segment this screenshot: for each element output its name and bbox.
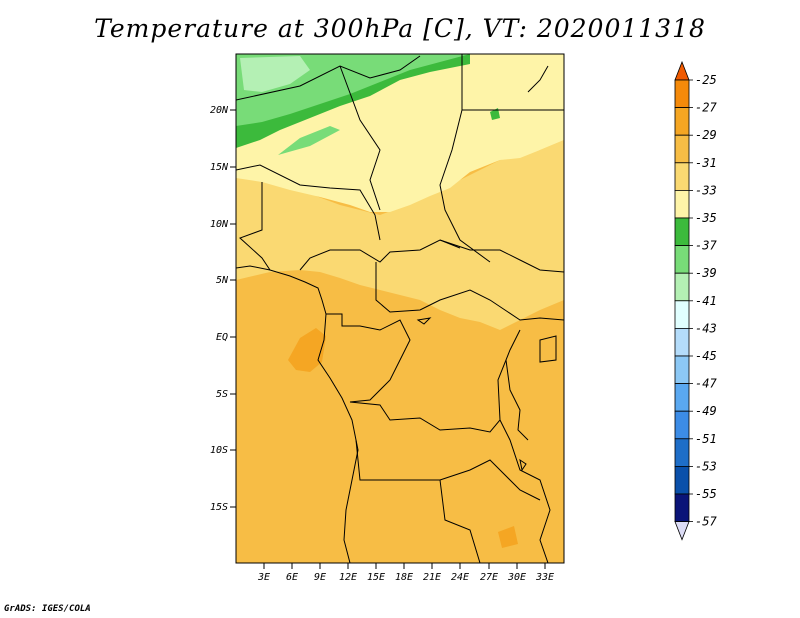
lon-tick-label: 33E: [535, 572, 554, 583]
legend-label: -25: [695, 73, 717, 87]
legend-label: -55: [695, 487, 717, 501]
border-sahel-2: [239, 182, 271, 271]
lake-tanganyika: [505, 359, 529, 441]
border-drc: [349, 329, 521, 433]
legend-swatch: [674, 162, 690, 191]
legend-label: -35: [695, 211, 717, 225]
border-north-2: [339, 65, 381, 211]
lat-tick-label: 10S: [210, 445, 228, 456]
legend-swatch: [674, 79, 690, 109]
legend-label: -51: [695, 432, 717, 446]
legend-swatch: [674, 465, 690, 495]
lon-tick-label: 24E: [451, 572, 469, 583]
map-area: [236, 54, 564, 563]
border-congo: [326, 313, 411, 403]
credit-text: GrADS: IGES/COLA: [4, 604, 91, 614]
border-car: [439, 239, 564, 273]
legend-label: -39: [695, 266, 717, 280]
lon-tick-label: 6E: [286, 572, 298, 583]
country-borders: [236, 54, 564, 563]
border-southeast: [499, 419, 551, 563]
legend-label: -47: [695, 377, 717, 391]
lake-kivu: [416, 317, 432, 325]
legend-arrow-top: [674, 60, 690, 81]
legend-label: -45: [695, 349, 717, 363]
border-cameroon: [375, 262, 564, 321]
legend-label: -33: [695, 183, 717, 197]
legend-swatch: [674, 217, 690, 247]
legend-swatch: [674, 493, 690, 523]
legend-swatch: [674, 383, 690, 412]
temperature-streak-green: [278, 126, 340, 155]
latitude-axis: 20N 15N 10N 5N EQ 5S 10S 15S: [210, 105, 236, 513]
legend-swatch: [674, 189, 690, 219]
lat-tick-label: 5N: [216, 275, 229, 286]
lon-tick-label: 30E: [507, 572, 526, 583]
border-zambia: [439, 459, 541, 501]
legend-label: -53: [695, 459, 717, 473]
legend-label: -31: [695, 156, 717, 170]
lon-tick-label: 27E: [480, 572, 498, 583]
legend-swatch: [674, 272, 690, 302]
lat-tick-label: 10N: [210, 219, 229, 230]
legend-label: -37: [695, 239, 717, 253]
legend-swatch: [674, 107, 690, 136]
legend-swatch: [674, 134, 690, 164]
legend-arrow-bottom: [674, 521, 690, 541]
legend-swatch: [674, 438, 690, 467]
legend-swatch: [674, 300, 690, 329]
temperature-patch-gabon: [288, 328, 326, 372]
temperature-patch-southeast: [498, 526, 518, 548]
lat-tick-label: 15S: [210, 502, 228, 513]
legend-label: -43: [695, 321, 717, 335]
longitude-axis: 3E 6E 9E 12E 15E 18E 21E 24E 27E 30E 33E: [257, 563, 554, 583]
legend-label: -57: [695, 515, 717, 529]
temperature-patch-east: [540, 184, 564, 246]
border-angola: [355, 439, 481, 563]
lon-tick-label: 18E: [395, 572, 413, 583]
legend-swatch: [674, 355, 690, 385]
border-north-1: [236, 55, 421, 101]
color-legend: -25 -27 -29 -31 -33 -35 -37 -39 -41 -43 -45 -47 -49 -…: [674, 60, 717, 541]
temperature-spot-green: [490, 108, 500, 120]
lon-tick-label: 9E: [314, 572, 326, 583]
legend-swatch: [674, 245, 690, 274]
lake-victoria: [539, 335, 557, 363]
legend-swatch: [674, 410, 690, 440]
border-sahel-1: [236, 164, 381, 241]
map-frame: [235, 53, 565, 564]
coastline-gulf-guinea: [317, 313, 359, 563]
temperature-band-mid: [236, 140, 564, 330]
lat-tick-label: 15N: [210, 162, 229, 173]
legend-label: -41: [695, 294, 717, 308]
lon-tick-label: 21E: [423, 572, 441, 583]
legend-label: -49: [695, 404, 717, 418]
lon-tick-label: 15E: [367, 572, 385, 583]
legend-swatch: [674, 327, 690, 357]
temperature-band-green-light: [240, 56, 310, 92]
chart-title: Temperature at 300hPa [C], VT: 202001131…: [94, 14, 706, 43]
lake-malawi: [519, 458, 527, 472]
legend-label: -27: [695, 101, 717, 115]
border-nigeria: [299, 239, 461, 271]
legend-label: -29: [695, 128, 717, 142]
lat-tick-label: 5S: [216, 389, 228, 400]
lat-tick-label: 20N: [210, 105, 229, 116]
lat-tick-label: EQ: [216, 332, 228, 343]
lon-tick-label: 12E: [339, 572, 357, 583]
coastline-west-africa: [236, 265, 327, 315]
lon-tick-label: 3E: [257, 572, 270, 583]
red-sea-coast: [527, 65, 549, 93]
